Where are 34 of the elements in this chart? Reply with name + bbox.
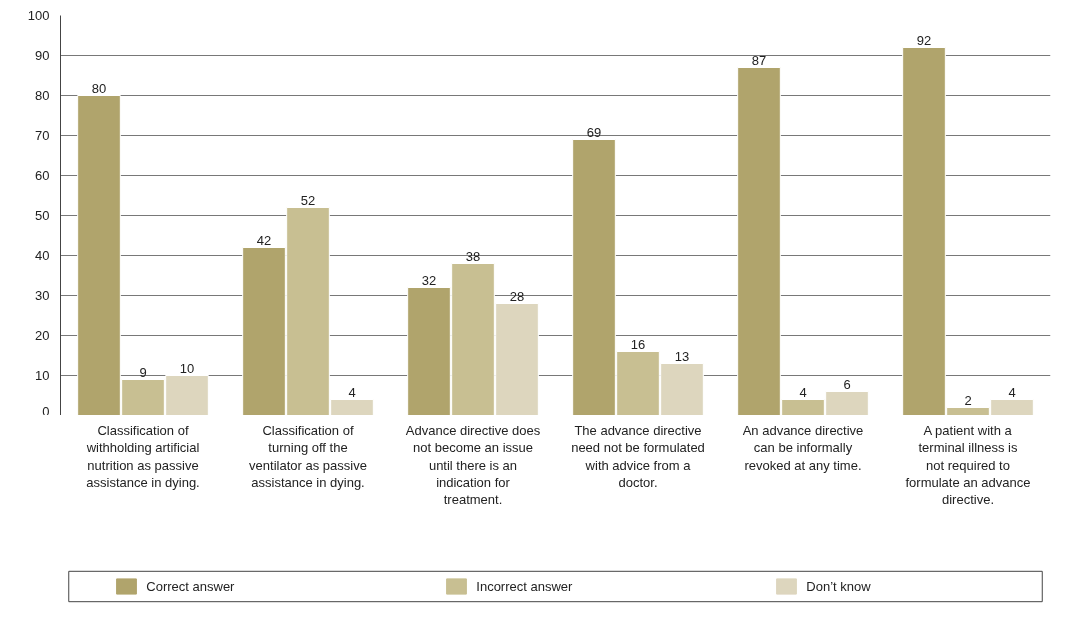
data-label: 2	[964, 392, 972, 408]
y-tick-label: 50	[35, 208, 50, 223]
y-tick-label: 0	[42, 403, 50, 419]
data-label: 42	[256, 232, 272, 248]
data-label: 10	[179, 360, 195, 376]
data-label: 52	[300, 192, 316, 208]
y-tick-label: 30	[35, 288, 50, 303]
data-label: 87	[751, 52, 767, 68]
x-tick-label: Advance directive does not become an issue until there is an indication for treatment.	[405, 423, 541, 508]
x-tick-label: An advance directive can be informally revoked at any time.	[742, 423, 864, 473]
y-tick-label: 40	[35, 248, 50, 263]
y-tick-label: 70	[35, 128, 50, 143]
legend-label: Don’t know	[806, 579, 872, 594]
data-label: 80	[91, 80, 107, 96]
data-label: 32	[421, 272, 437, 288]
y-tick-label: 10	[35, 368, 50, 383]
y-tick-label: 20	[35, 328, 50, 343]
data-label: 16	[630, 336, 646, 352]
x-tick-label: Classification of withholding artificial nutrition as passive assistance in dying.	[85, 423, 200, 490]
y-tick-label: 100	[27, 8, 50, 23]
y-tick-label: 60	[35, 168, 50, 183]
data-label: 92	[916, 32, 932, 48]
x-tick-label: The advance directive need not be formulated with advice from a doctor.	[571, 423, 705, 490]
x-tick-label: A patient with a terminal illness is not required to formulate an advance directive.	[905, 423, 1031, 508]
data-label: 4	[1008, 384, 1016, 400]
y-tick-label: 90	[35, 48, 50, 63]
data-label: 13	[674, 348, 690, 364]
legend-label: Incorrect answer	[476, 579, 574, 594]
data-label: 4	[799, 384, 807, 400]
legend-label: Correct answer	[146, 579, 236, 594]
data-label: 4	[348, 384, 356, 400]
data-label: 6	[843, 376, 851, 392]
y-tick-label: 80	[35, 88, 50, 103]
x-tick-label: Classification of turning off the ventilator as passive assistance in dying.	[249, 423, 367, 490]
